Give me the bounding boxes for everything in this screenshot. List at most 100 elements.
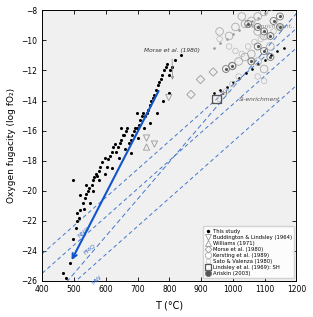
Point — [277, 14, 282, 19]
Point — [78, 208, 83, 213]
Point — [114, 149, 119, 154]
Point — [246, 22, 251, 27]
Point — [142, 113, 147, 118]
Point — [249, 59, 254, 64]
Point — [125, 125, 130, 130]
Point — [107, 153, 112, 158]
Point — [116, 155, 121, 160]
Point — [198, 77, 203, 82]
Point — [154, 87, 159, 93]
Point — [268, 44, 273, 49]
Point — [172, 57, 177, 62]
Point — [169, 65, 174, 70]
Point — [227, 44, 232, 49]
Point — [255, 74, 260, 79]
Point — [85, 188, 90, 193]
X-axis label: T (°C): T (°C) — [155, 300, 183, 310]
Point — [223, 67, 228, 72]
Point — [135, 110, 140, 115]
Text: NNO: NNO — [76, 226, 91, 239]
Point — [211, 69, 216, 74]
Point — [243, 22, 248, 27]
Point — [252, 39, 257, 44]
Point — [255, 24, 260, 29]
Point — [255, 29, 260, 34]
Point — [262, 49, 267, 54]
Point — [268, 33, 273, 38]
Point — [115, 145, 121, 150]
Point — [262, 33, 267, 38]
Point — [152, 92, 157, 97]
Point — [277, 24, 282, 29]
Point — [64, 275, 69, 280]
Point — [223, 67, 228, 72]
Point — [249, 51, 254, 56]
Point — [246, 22, 251, 27]
Point — [109, 149, 114, 154]
Point — [161, 98, 166, 103]
Point — [84, 191, 89, 196]
Point — [112, 141, 117, 146]
Point — [230, 63, 235, 68]
Point — [271, 18, 276, 23]
Point — [104, 164, 109, 169]
Point — [96, 178, 101, 183]
Point — [71, 236, 76, 241]
Point — [60, 271, 65, 276]
Point — [87, 185, 92, 190]
Point — [165, 62, 170, 67]
Point — [96, 169, 101, 174]
Point — [255, 59, 260, 64]
Point — [258, 36, 263, 42]
Point — [139, 113, 144, 118]
Point — [255, 44, 260, 49]
Point — [262, 29, 267, 34]
Point — [147, 102, 152, 107]
Point — [82, 196, 87, 201]
Point — [249, 18, 254, 23]
Point — [138, 118, 143, 123]
Point — [277, 24, 282, 29]
Point — [236, 59, 241, 64]
Point — [166, 73, 171, 78]
Point — [100, 159, 105, 165]
Point — [233, 24, 238, 29]
Point — [249, 59, 254, 64]
Point — [90, 188, 95, 193]
Point — [157, 80, 162, 85]
Point — [149, 98, 154, 103]
Point — [239, 51, 244, 56]
Point — [163, 65, 168, 70]
Point — [141, 110, 146, 115]
Text: Fe-enrichment..: Fe-enrichment.. — [249, 24, 295, 29]
Point — [255, 44, 260, 49]
Point — [110, 165, 115, 171]
Point — [262, 29, 267, 34]
Text: SH: SH — [220, 91, 228, 95]
Point — [268, 55, 273, 60]
Point — [146, 107, 151, 112]
Point — [155, 83, 160, 88]
Point — [217, 96, 222, 101]
Point — [144, 135, 149, 140]
Point — [255, 24, 260, 29]
Point — [133, 125, 138, 130]
Point — [230, 81, 235, 87]
Point — [130, 133, 135, 138]
Point — [122, 146, 127, 151]
Point — [265, 33, 270, 38]
Point — [255, 14, 260, 19]
Point — [103, 155, 108, 160]
Point — [77, 192, 82, 197]
Point — [76, 215, 81, 220]
Point — [98, 164, 103, 169]
Point — [93, 171, 98, 177]
Point — [277, 24, 282, 29]
Point — [135, 135, 140, 140]
Point — [111, 145, 116, 150]
Point — [179, 53, 184, 58]
Point — [75, 218, 80, 223]
Point — [75, 210, 80, 216]
Point — [217, 36, 222, 42]
Point — [150, 95, 155, 100]
